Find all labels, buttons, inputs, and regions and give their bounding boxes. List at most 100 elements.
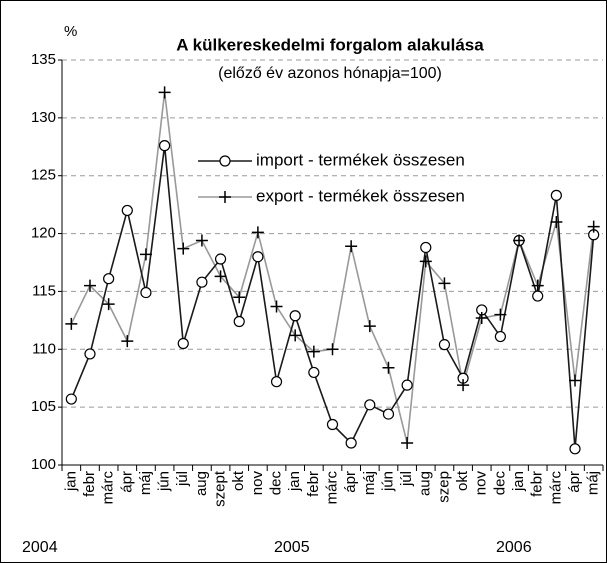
chart-subtitle: (előző év azonos hónapja=100) bbox=[218, 65, 442, 82]
point bbox=[121, 204, 133, 217]
x-tick-label: ápr bbox=[118, 471, 135, 493]
x-tick-label: máj bbox=[361, 471, 378, 495]
legend-marker bbox=[219, 191, 231, 203]
point bbox=[289, 310, 301, 322]
x-tick-label: máj bbox=[137, 471, 154, 495]
point bbox=[307, 345, 320, 358]
year-label: 2006 bbox=[496, 539, 532, 556]
point bbox=[233, 315, 245, 328]
point bbox=[65, 317, 78, 330]
point bbox=[214, 253, 227, 265]
x-tick-label: márc bbox=[100, 471, 117, 505]
point bbox=[289, 329, 302, 342]
x-tick-label: jan bbox=[62, 471, 79, 492]
point bbox=[569, 443, 581, 455]
x-tick-label: dec bbox=[268, 471, 285, 496]
point bbox=[214, 270, 227, 283]
point bbox=[252, 251, 264, 263]
x-tick-label: okt bbox=[230, 470, 247, 491]
point bbox=[121, 335, 134, 348]
point bbox=[270, 300, 283, 313]
point bbox=[326, 343, 339, 356]
x-tick-label: ápr bbox=[566, 471, 583, 493]
legend-label: import - termékek összesen bbox=[256, 150, 465, 169]
point bbox=[251, 226, 264, 239]
x-tick-label: febr bbox=[529, 471, 546, 497]
point bbox=[364, 399, 376, 411]
point bbox=[326, 418, 339, 431]
y-tick-label: 105 bbox=[31, 398, 56, 415]
point bbox=[345, 437, 357, 449]
point bbox=[494, 330, 506, 343]
x-tick-label: jún bbox=[379, 471, 396, 492]
point bbox=[438, 277, 451, 290]
point bbox=[457, 379, 470, 392]
x-tick-label: nov bbox=[473, 471, 490, 496]
point bbox=[140, 286, 152, 299]
y-tick-label: 120 bbox=[31, 225, 56, 242]
chart-title: A külkereskedelmi forgalom alakulása bbox=[176, 35, 484, 54]
x-tick-label: aug bbox=[193, 471, 210, 496]
point bbox=[196, 276, 208, 288]
point bbox=[139, 248, 152, 261]
x-tick-label: aug bbox=[417, 471, 434, 496]
point bbox=[270, 376, 283, 388]
legend-marker bbox=[219, 155, 231, 167]
year-label: 2005 bbox=[274, 539, 310, 556]
x-tick-label: júl bbox=[398, 471, 415, 487]
point bbox=[550, 216, 563, 228]
x-tick-label: okt bbox=[454, 470, 471, 491]
year-label: 2004 bbox=[22, 539, 58, 556]
point bbox=[159, 140, 171, 152]
y-tick-label: 110 bbox=[32, 340, 56, 357]
point bbox=[475, 312, 488, 325]
point bbox=[420, 241, 432, 254]
point bbox=[102, 298, 115, 311]
y-tick-label: 115 bbox=[32, 282, 56, 299]
x-tick-label: szep bbox=[435, 471, 452, 503]
point bbox=[177, 242, 190, 255]
point bbox=[532, 290, 544, 302]
x-tick-label: febr bbox=[305, 471, 322, 497]
point bbox=[494, 308, 507, 321]
y-tick-label: 135 bbox=[31, 51, 56, 68]
y-tick-label: 100 bbox=[31, 456, 56, 473]
point bbox=[177, 337, 189, 350]
x-tick-label: dec bbox=[491, 471, 508, 496]
point bbox=[438, 339, 451, 351]
point bbox=[550, 189, 562, 201]
point bbox=[419, 255, 432, 268]
point bbox=[382, 408, 395, 420]
x-tick-label: jan bbox=[286, 471, 303, 492]
point bbox=[363, 320, 376, 333]
x-tick-label: febr bbox=[81, 471, 98, 497]
y-tick-label: 130 bbox=[31, 109, 56, 126]
y-tick-label: 125 bbox=[31, 167, 56, 184]
point bbox=[83, 279, 96, 292]
point bbox=[531, 279, 544, 292]
point bbox=[233, 291, 246, 304]
x-tick-label: szept bbox=[212, 470, 229, 507]
point bbox=[513, 234, 526, 247]
legend-label: export - termékek összesen bbox=[256, 186, 465, 205]
point bbox=[587, 220, 600, 233]
x-tick-label: júl bbox=[174, 471, 191, 487]
point bbox=[569, 374, 582, 387]
y-axis-label: % bbox=[64, 23, 77, 40]
x-tick-label: máj bbox=[585, 471, 602, 495]
point bbox=[195, 234, 208, 247]
point bbox=[345, 240, 358, 253]
point bbox=[401, 379, 413, 391]
point bbox=[103, 273, 115, 285]
x-tick-label: ápr bbox=[342, 471, 359, 493]
point bbox=[401, 437, 414, 450]
x-tick-label: márc bbox=[323, 471, 340, 505]
x-tick-label: márc bbox=[547, 471, 564, 505]
point bbox=[158, 86, 171, 99]
x-tick-label: nov bbox=[249, 471, 266, 496]
point bbox=[84, 348, 96, 360]
point bbox=[382, 361, 395, 374]
point bbox=[65, 393, 77, 405]
